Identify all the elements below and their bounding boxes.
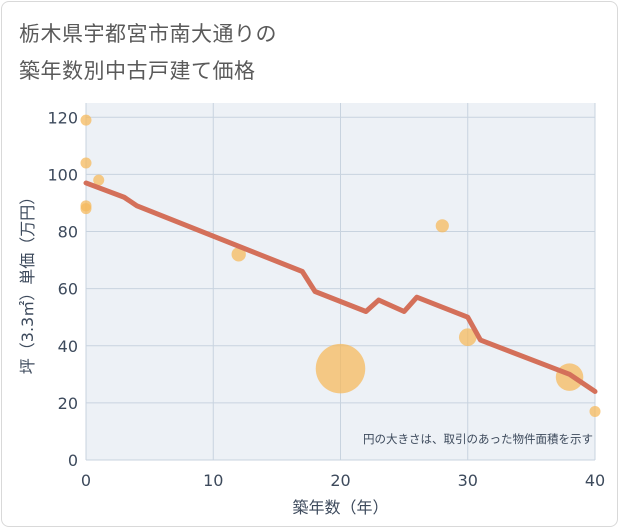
trend-line	[83, 180, 598, 394]
x-axis-ticks: 0 10 20 30 40	[81, 471, 605, 490]
x-tick-label: 0	[81, 471, 91, 490]
x-tick-label: 40	[585, 471, 605, 490]
data-point	[80, 157, 92, 169]
y-tick-label: 60	[58, 280, 78, 299]
y-tick-label: 80	[58, 223, 78, 242]
data-point	[315, 343, 366, 394]
x-tick-label: 30	[458, 471, 478, 490]
chart-title: 栃木県宇都宮市南大通りの 築年数別中古戸建て価格	[19, 16, 277, 90]
y-axis-ticks: 0 20 40 60 80 100 120	[47, 108, 78, 470]
x-tick-label: 20	[330, 471, 350, 490]
x-tick-label: 10	[203, 471, 223, 490]
y-tick-label: 120	[47, 108, 78, 127]
data-point	[435, 219, 449, 233]
data-point	[80, 203, 92, 215]
y-tick-label: 20	[58, 394, 78, 413]
data-point	[231, 247, 246, 262]
y-tick-label: 100	[47, 165, 78, 184]
data-point	[458, 328, 477, 346]
chart-title-line-1: 栃木県宇都宮市南大通りの	[19, 22, 277, 46]
data-point	[589, 405, 601, 417]
size-note: 円の大きさは、取引のあった物件面積を示す	[363, 432, 593, 446]
data-point	[80, 114, 92, 126]
y-tick-label: 40	[58, 337, 78, 356]
y-axis-label: 坪（3.3㎡）単価（万円）	[18, 189, 37, 374]
data-point	[93, 174, 105, 186]
x-axis-label: 築年数（年）	[292, 498, 388, 517]
chart-title-line-2: 築年数別中古戸建て価格	[19, 59, 256, 83]
y-tick-label: 0	[68, 451, 78, 470]
